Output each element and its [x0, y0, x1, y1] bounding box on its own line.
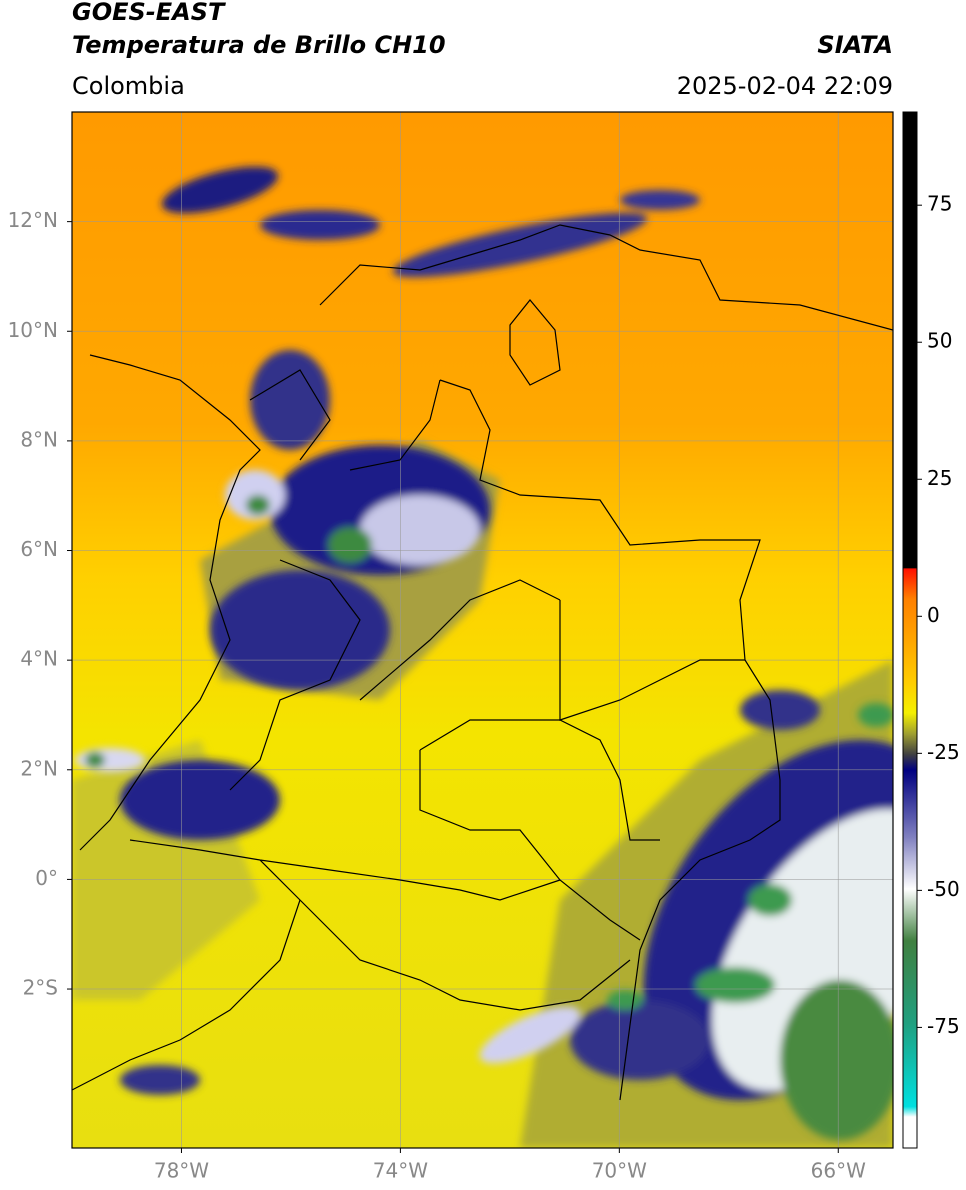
- tick-labels: 78°W 74°W 70°W 66°W 12°N 10°N 8°N 6°N 4°N 2°N 0° 2°…: [8, 192, 960, 1183]
- boundaries: [72, 224, 893, 1101]
- colorbar-tick-label: -25: [927, 740, 960, 764]
- colorbar-tick-label: -50: [927, 877, 960, 901]
- y-tick-label: 2°S: [23, 976, 58, 1000]
- colorbar-tick-label: 25: [927, 466, 952, 490]
- y-tick-label: 8°N: [20, 427, 58, 451]
- y-tick-label: 6°N: [20, 537, 58, 561]
- source: SIATA: [817, 31, 893, 59]
- map: [72, 112, 893, 1148]
- colorbar: [902, 111, 918, 1149]
- gridlines: [72, 112, 893, 1148]
- subtitle: Temperatura de Brillo CH10: [72, 31, 446, 59]
- title: GOES-EAST: [72, 0, 226, 26]
- map-frame: [71, 111, 894, 1149]
- clouds: [75, 166, 893, 1140]
- y-tick-label: 4°N: [20, 647, 58, 671]
- x-tick-label: 78°W: [154, 1159, 209, 1183]
- region: Colombia: [72, 72, 185, 100]
- y-tick-label: 10°N: [8, 318, 58, 342]
- x-tick-label: 66°W: [811, 1159, 866, 1183]
- y-tick-label: 2°N: [20, 756, 58, 780]
- y-tick-label: 0°: [35, 866, 58, 890]
- x-tick-label: 70°W: [592, 1159, 647, 1183]
- y-tick-label: 12°N: [8, 208, 58, 232]
- colorbar-tick-label: -75: [927, 1014, 960, 1038]
- colorbar-tick-label: 50: [927, 329, 952, 353]
- x-tick-label: 74°W: [373, 1159, 428, 1183]
- colorbar-tick-label: 0: [927, 603, 940, 627]
- colorbar-tick-label: 75: [927, 192, 952, 216]
- timestamp: 2025-02-04 22:09: [677, 72, 893, 100]
